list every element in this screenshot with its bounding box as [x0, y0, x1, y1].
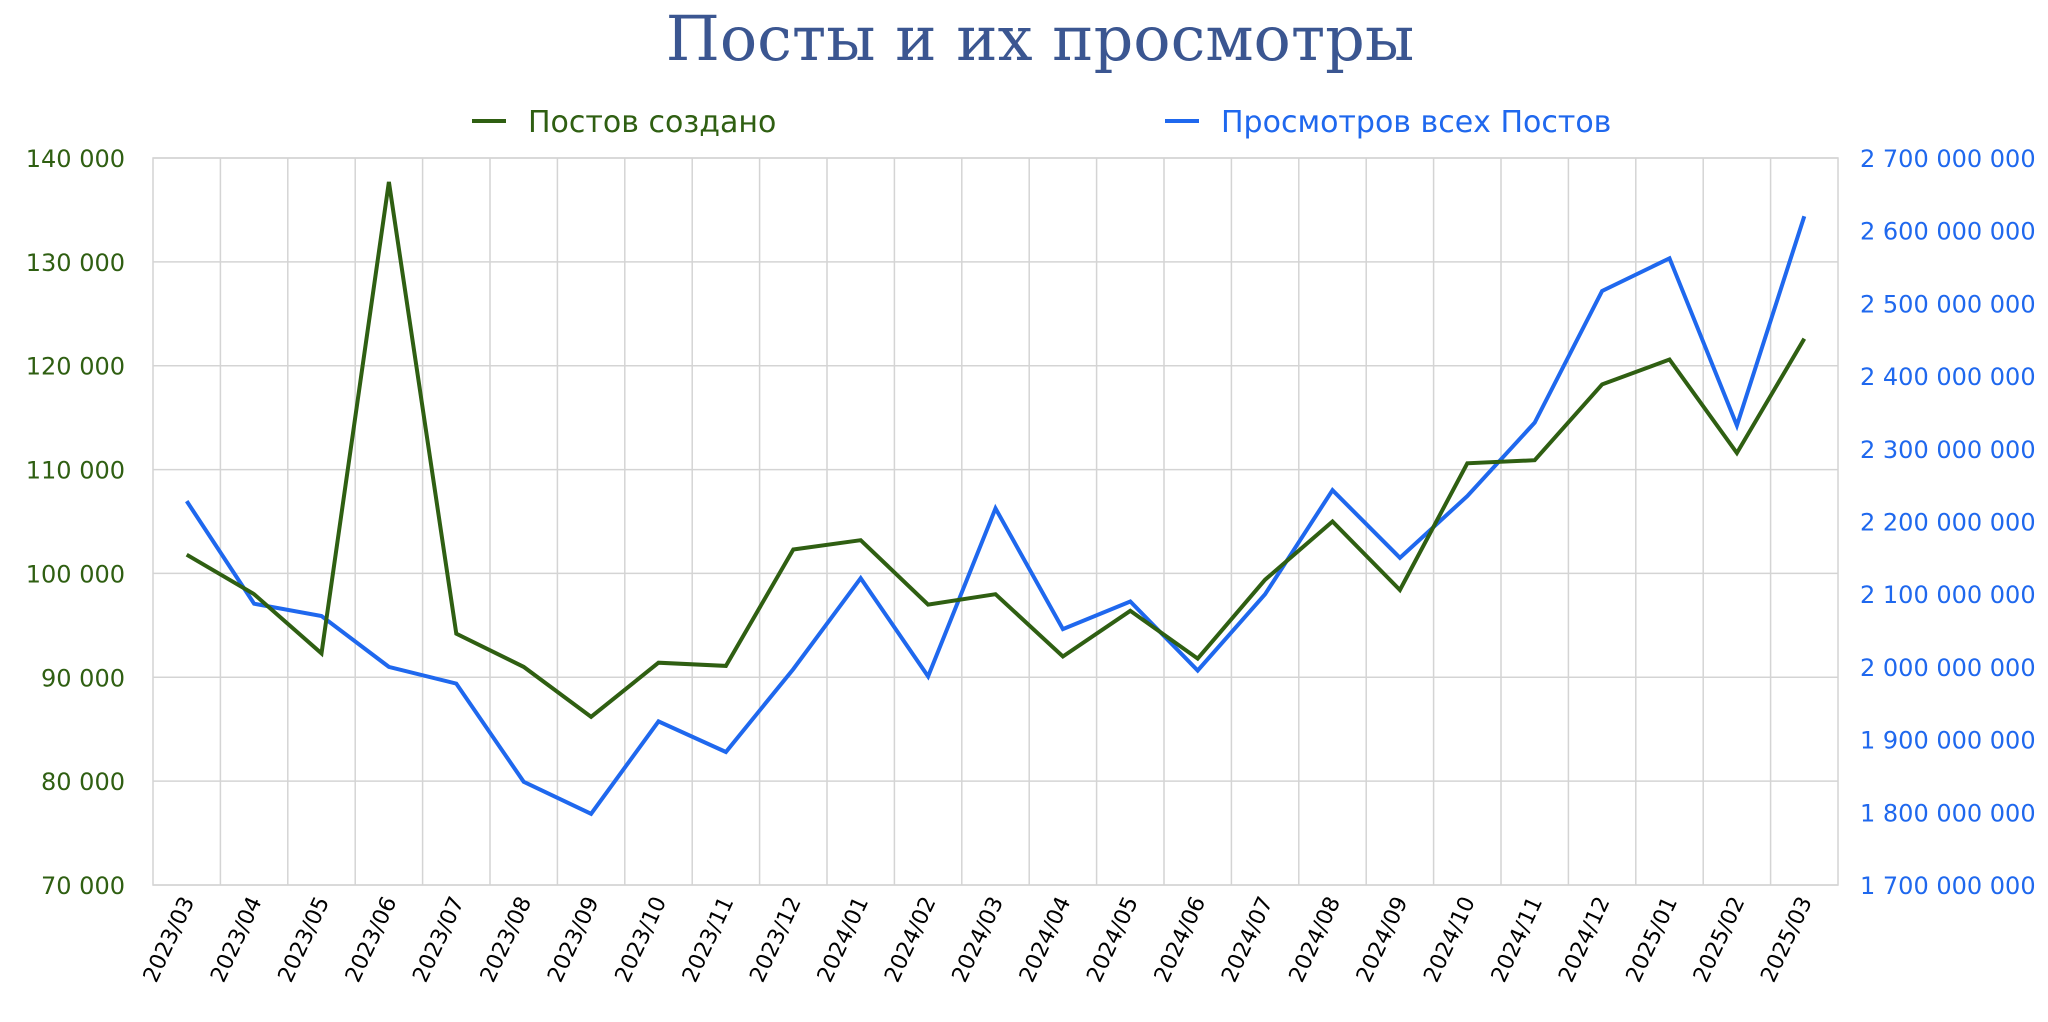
right-y-tick-label: 2 500 000 000 — [1860, 290, 2036, 318]
x-tick-label: 2023/12 — [745, 893, 806, 986]
x-tick-label: 2023/10 — [611, 893, 672, 986]
right-y-tick-label: 1 800 000 000 — [1860, 799, 2036, 827]
right-y-tick-label: 2 600 000 000 — [1860, 218, 2036, 246]
x-tick-label: 2024/05 — [1082, 893, 1143, 986]
left-y-tick-label: 80 000 — [41, 768, 125, 796]
legend: Постов создано Просмотров всех Постов — [472, 105, 1611, 140]
right-y-tick-label: 2 400 000 000 — [1860, 363, 2036, 391]
legend-label-posts: Постов создано — [528, 105, 776, 140]
x-tick-label: 2024/01 — [813, 893, 874, 986]
series-line-views — [185, 215, 1807, 817]
x-tick-label: 2024/04 — [1015, 893, 1076, 986]
right-y-tick-label: 2 000 000 000 — [1860, 654, 2036, 682]
x-tick-label: 2024/08 — [1285, 893, 1346, 986]
x-tick-label: 2023/07 — [408, 893, 469, 986]
left-y-tick-label: 110 000 — [26, 457, 125, 485]
x-tick-label: 2024/09 — [1352, 893, 1413, 986]
series-line-posts — [185, 181, 1807, 720]
left-y-tick-label: 90 000 — [41, 664, 125, 692]
legend-label-views: Просмотров всех Постов — [1221, 105, 1611, 140]
x-axis: 2023/03 2023/04 2023/05 2023/06 2023/07 2023/… — [139, 893, 1818, 986]
right-y-tick-label: 2 200 000 000 — [1860, 509, 2036, 537]
x-tick-label: 2025/01 — [1622, 893, 1683, 986]
x-tick-label: 2023/11 — [678, 893, 739, 986]
x-tick-label: 2024/06 — [1150, 893, 1211, 986]
x-tick-label: 2023/05 — [274, 893, 335, 986]
right-y-tick-label: 1 700 000 000 — [1860, 872, 2036, 900]
left-y-tick-label: 70 000 — [41, 872, 125, 900]
left-y-tick-label: 140 000 — [26, 145, 125, 173]
left-y-axis: 70 000 80 000 90 000 100 000 110 000 120 000 1… — [26, 145, 125, 900]
left-y-tick-label: 120 000 — [26, 353, 125, 381]
x-tick-label: 2024/07 — [1217, 893, 1278, 986]
x-tick-label: 2024/10 — [1419, 893, 1480, 986]
x-tick-label: 2023/06 — [341, 893, 402, 986]
right-y-tick-label: 2 300 000 000 — [1860, 436, 2036, 464]
right-y-tick-label: 1 900 000 000 — [1860, 727, 2036, 755]
x-tick-label: 2024/03 — [948, 893, 1009, 986]
x-tick-label: 2024/11 — [1487, 893, 1548, 986]
plot-border — [152, 157, 1839, 886]
legend-item-views: Просмотров всех Постов — [1165, 105, 1611, 140]
series-layer — [185, 181, 1807, 817]
right-y-tick-label: 2 700 000 000 — [1860, 145, 2036, 173]
legend-item-posts: Постов создано — [472, 105, 776, 140]
x-tick-label: 2025/02 — [1689, 893, 1750, 986]
left-y-tick-label: 130 000 — [26, 249, 125, 277]
x-tick-label: 2023/04 — [206, 893, 267, 986]
right-y-axis: 1 700 000 000 1 800 000 000 1 900 000 000 2… — [1860, 145, 2036, 900]
left-y-tick-label: 100 000 — [26, 560, 125, 588]
x-tick-label: 2023/09 — [543, 893, 604, 986]
right-y-tick-label: 2 100 000 000 — [1860, 581, 2036, 609]
chart-title: Посты и их просмотры — [666, 2, 1414, 75]
x-tick-label: 2023/08 — [476, 893, 537, 986]
x-tick-label: 2024/12 — [1554, 893, 1615, 986]
plot-grid — [152, 157, 1839, 886]
x-tick-label: 2025/03 — [1756, 893, 1817, 986]
x-tick-label: 2023/03 — [139, 893, 200, 986]
x-tick-label: 2024/02 — [880, 893, 941, 986]
